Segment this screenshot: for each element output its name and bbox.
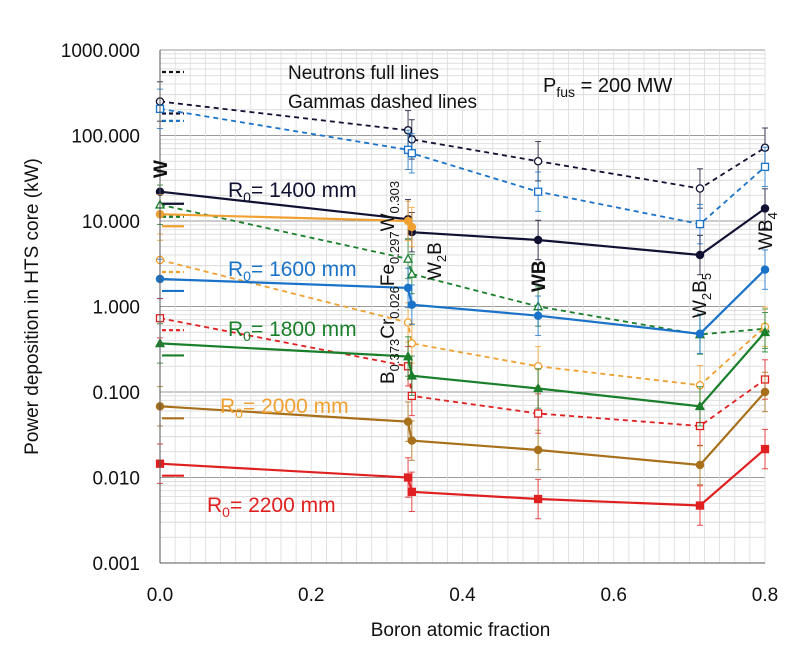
data-point: [407, 149, 416, 158]
series-line: [159, 331, 766, 408]
data-point: [759, 326, 771, 337]
series-line: [159, 203, 766, 336]
data-point: [533, 235, 543, 245]
data-point: [695, 219, 705, 229]
material-label: B0.373Cr0.026Fe0.297W0.303: [378, 181, 402, 384]
y-tick-label: 1.000: [92, 298, 140, 319]
data-point: [695, 501, 705, 510]
data-point: [694, 400, 706, 411]
grid: [159, 49, 766, 564]
radius-label: R0= 1400 mm: [228, 179, 357, 205]
material-label: W2B: [425, 242, 449, 280]
x-axis-title: Boron atomic fraction: [371, 620, 551, 641]
y-tick-label: 100.000: [71, 127, 140, 148]
material-label: W2B5: [690, 273, 714, 318]
x-tick-label: 0.8: [752, 585, 778, 606]
data-point: [533, 156, 543, 166]
data-point: [402, 253, 414, 263]
data-point: [695, 460, 705, 470]
y-tick-label: 1000.000: [61, 41, 140, 62]
data-point: [695, 184, 705, 193]
legend-swatches: [162, 70, 184, 477]
y-axis-title: Power deposition in HTS core (kW): [22, 158, 43, 455]
axes: 0.001 0.010 0.100 1.000 10.000 100.000 1000.00…: [22, 41, 778, 641]
y-tick-label: 0.100: [92, 383, 140, 404]
annotations: Neutrons full lines Gammas dashed lines Pf…: [151, 63, 780, 520]
data-point: [407, 436, 417, 445]
data-point: [760, 444, 770, 454]
data-point: [533, 494, 543, 504]
data-point: [695, 250, 705, 260]
data-point: [407, 487, 416, 496]
y-tick-label: 10.000: [82, 212, 140, 233]
radius-label: R0= 2000 mm: [220, 395, 349, 421]
series-line: [159, 448, 766, 507]
x-tick-label: 0.6: [601, 585, 627, 606]
series-line: [159, 100, 766, 190]
radius-label: R0= 2200 mm: [207, 494, 336, 520]
series-line: [159, 268, 766, 335]
data-point: [760, 387, 770, 397]
data-point: [760, 162, 770, 171]
data-point: [406, 268, 417, 278]
legend-neutrons-text: Neutrons full lines: [288, 63, 439, 84]
series-line: [159, 107, 766, 226]
radius-label: R0= 1800 mm: [228, 318, 357, 344]
material-label: W: [151, 160, 172, 178]
data-point: [760, 204, 770, 213]
radius-label: R0= 1600 mm: [228, 258, 357, 284]
data-point: [533, 409, 543, 418]
y-tick-label: 0.010: [92, 469, 140, 490]
data-point: [407, 339, 417, 348]
data-point: [533, 382, 544, 393]
x-tick-label: 0.4: [449, 585, 476, 606]
data-point: [407, 222, 417, 232]
data-point: [533, 187, 543, 196]
series-line: [159, 317, 766, 427]
data-point: [403, 473, 413, 482]
x-tick-label: 0.2: [298, 585, 324, 606]
material-label: WB: [529, 260, 550, 292]
series-line: [159, 391, 766, 467]
data-point: [695, 329, 705, 339]
data-point: [760, 265, 770, 274]
material-label: WB4: [756, 212, 780, 250]
data-point: [407, 300, 417, 309]
y-tick-label: 0.001: [92, 554, 140, 575]
data-point: [403, 318, 413, 327]
data-point: [403, 417, 413, 426]
pfus-label: Pfus = 200 MW: [543, 75, 672, 100]
data-point: [406, 370, 417, 380]
data-point: [533, 311, 543, 320]
legend-gammas-text: Gammas dashed lines: [288, 92, 477, 113]
series-line: [159, 190, 766, 257]
x-tick-label: 0.0: [147, 585, 173, 606]
data-point: [533, 445, 543, 455]
